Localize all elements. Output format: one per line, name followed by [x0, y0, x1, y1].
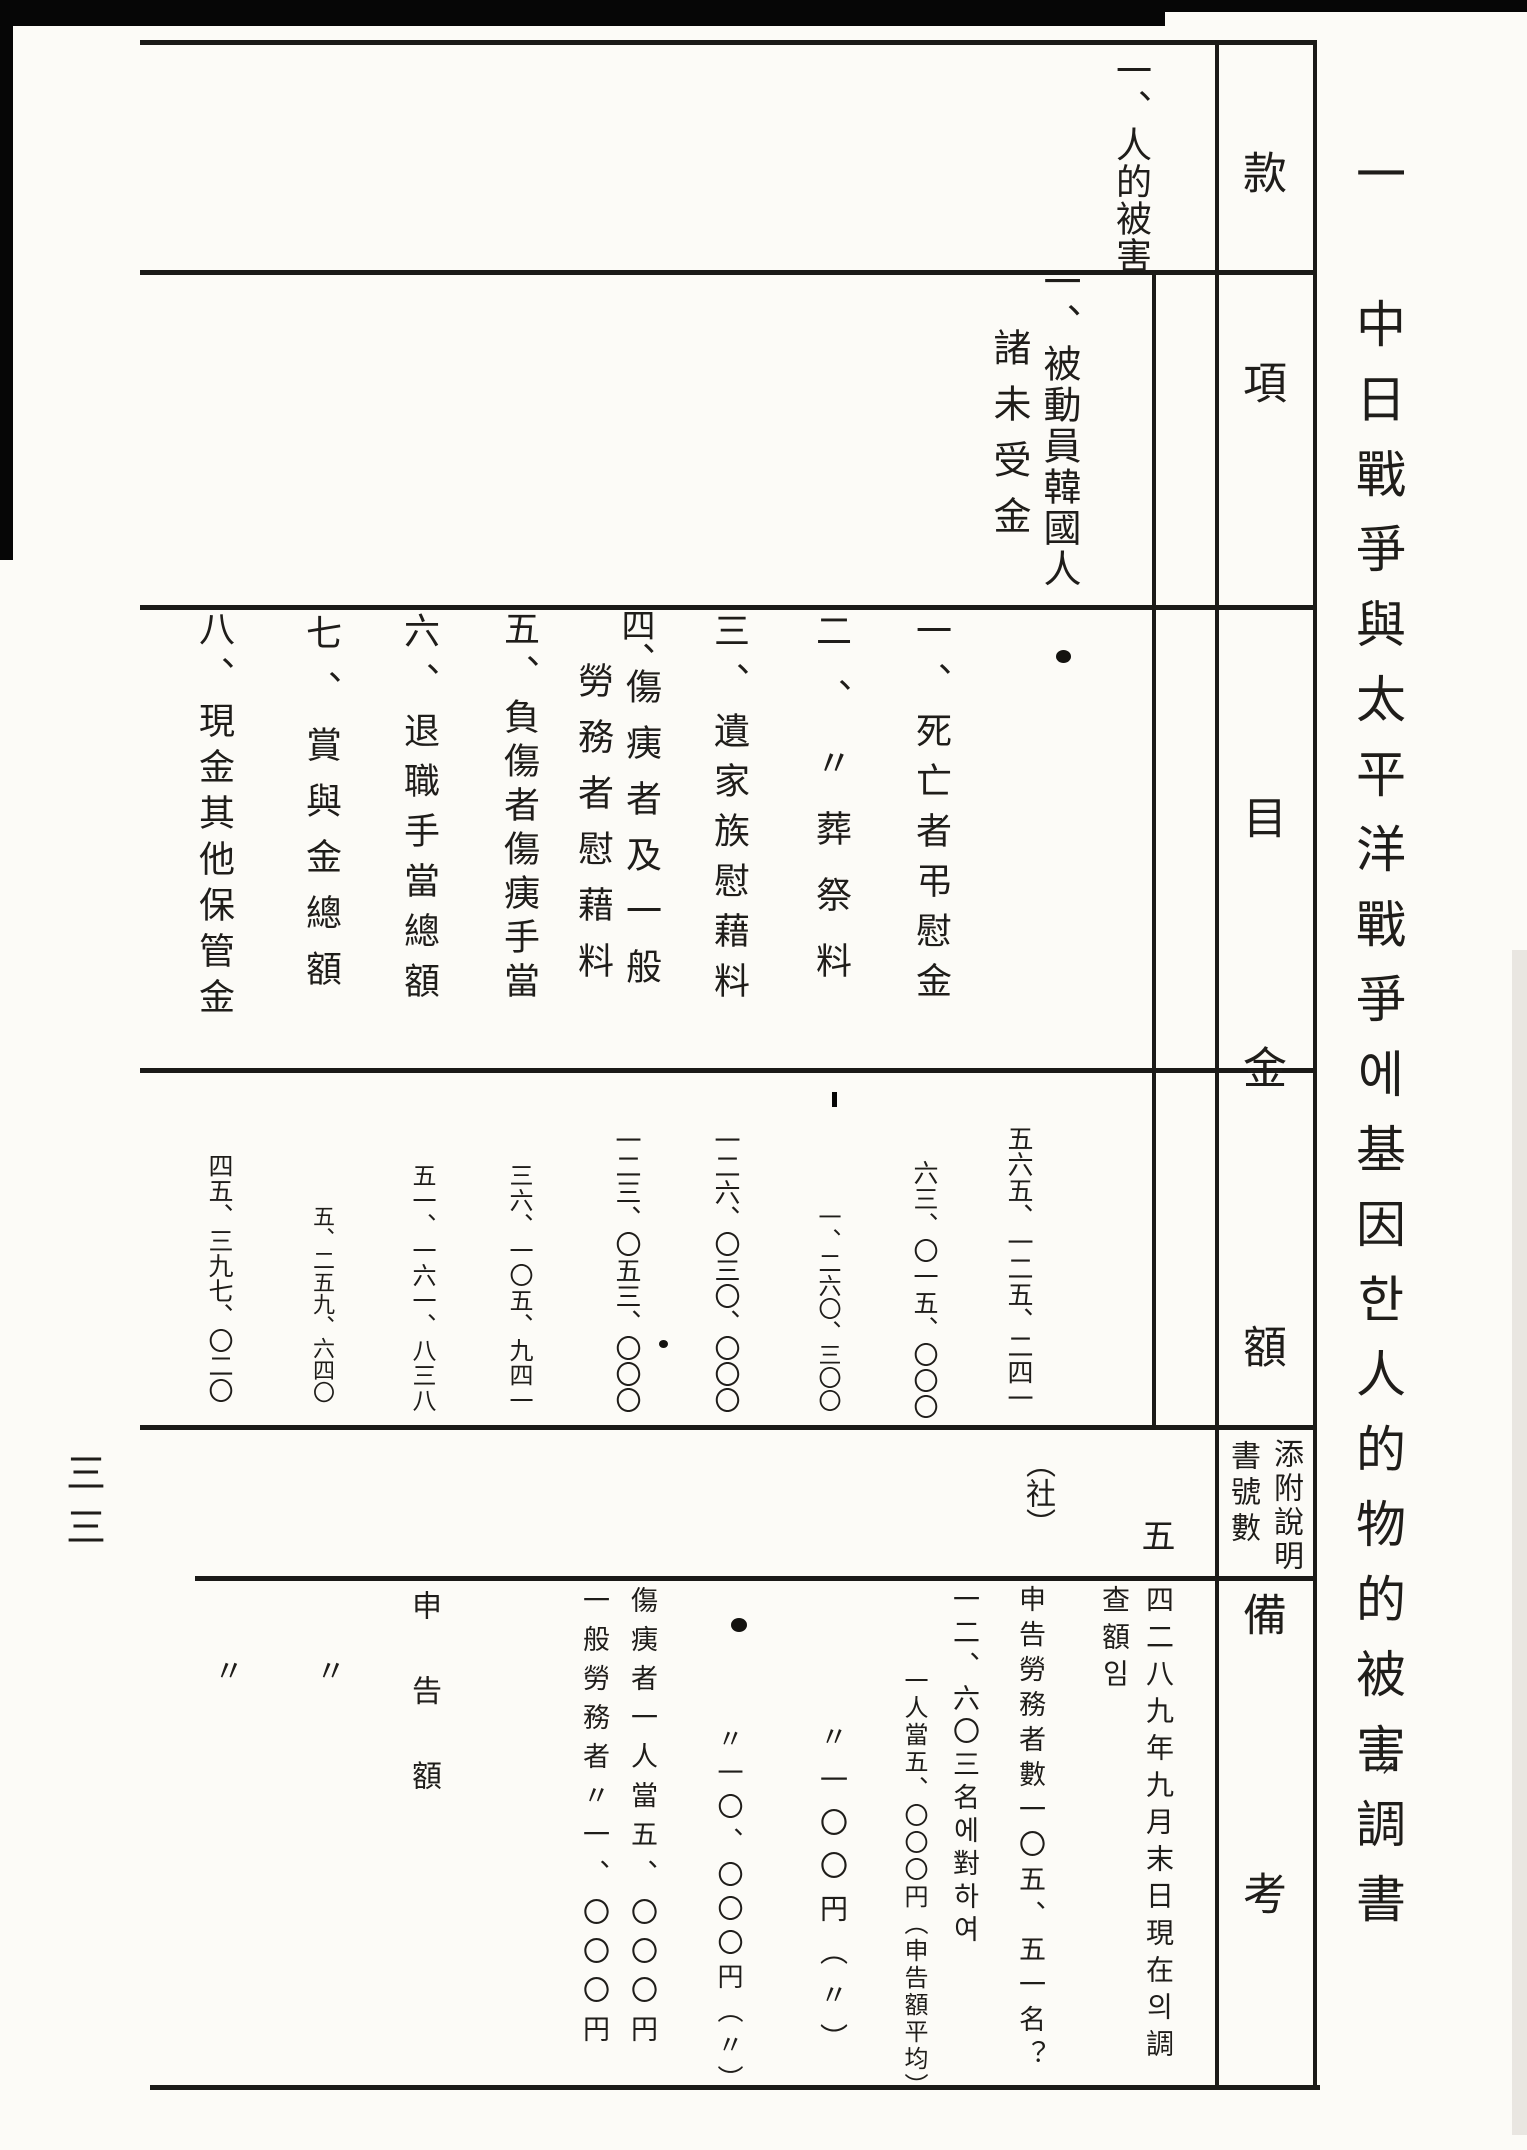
- item-5-amount: 三六、一〇五、九四一: [505, 1163, 533, 1413]
- rule-hang-mok: [140, 605, 1316, 610]
- item-4-amount: 一二三、〇五三、〇〇〇: [611, 1127, 641, 1413]
- header-remark: 備考: [1235, 1592, 1286, 2150]
- item-5-name: 五、負傷者傷痍手當: [498, 610, 539, 1006]
- scan-right-shadow: [1512, 950, 1527, 2135]
- table-border-right: [1313, 40, 1317, 2089]
- hang-cell-line2: 諸未受金: [987, 328, 1031, 552]
- item-2-remark: 〃一〇〇円（〃）: [816, 1722, 849, 2066]
- page-title: 一 中日戰爭與太平洋戰爭에基因한人的物的被害調書: [1348, 148, 1406, 1948]
- header-hang: 項: [1235, 360, 1286, 404]
- scan-top-bar-right: [1165, 0, 1527, 12]
- table-border-top: [140, 40, 1316, 45]
- item-6-amount: 五一、一六一、八三八: [408, 1163, 436, 1413]
- table-border-bottom: [150, 2085, 1320, 2090]
- item-8-remark-ditto: 〃: [208, 1655, 243, 1685]
- rule-header-strip: [1215, 40, 1219, 2089]
- item-1-remark-line1: 一二、六〇三名에對하여: [948, 1585, 979, 1948]
- rule-kwan-hang: [140, 270, 1316, 275]
- header-doc-number-right: 添附說明: [1268, 1438, 1303, 1574]
- item-3-remark: 〃一〇、〇〇〇円（〃）: [713, 1725, 743, 2099]
- hang-doc-paren-note: （社）: [1020, 1448, 1055, 1538]
- item-1-name: 一、死亡者弔慰金: [910, 612, 951, 1012]
- rule-amount-doc: [140, 1425, 1316, 1430]
- rule-mok-amount: [140, 1068, 1316, 1073]
- scan-left-strip: [0, 0, 13, 560]
- header-kwan: 款: [1235, 150, 1286, 194]
- ink-blob-3: [659, 1340, 668, 1348]
- header-amount: 金額: [1235, 1045, 1286, 1603]
- kwan-remark-line1: 四二八九年九月末日現在의調: [1142, 1585, 1175, 2066]
- ink-blob-1: [1056, 650, 1071, 663]
- header-mok: 目: [1235, 795, 1286, 839]
- item-6-name: 六、退職手當總額: [398, 612, 439, 1012]
- item-7-name: 七、賞與金總額: [300, 614, 341, 1006]
- item-6-remark: 申告額: [406, 1590, 441, 1845]
- kwan-cell-text: 一、人的被害: [1110, 52, 1151, 274]
- item-4-name-line2: 勞務者慰藉料: [572, 662, 613, 998]
- item-7-amount: 五、二五九、六四〇: [309, 1205, 334, 1403]
- hang-doc-number: 五: [1135, 1518, 1175, 1552]
- hang-cell-line1: 一、被動員韓國人: [1037, 262, 1081, 590]
- ink-dash: [832, 1092, 837, 1107]
- header-doc-number-left: 書號數: [1225, 1440, 1260, 1548]
- rule-doc-remark: [195, 1576, 1316, 1581]
- item-3-name: 三、遺家族慰藉料: [708, 612, 749, 1012]
- item-4-remark-line1: 傷痍者一人當五、〇〇〇円: [626, 1586, 657, 2054]
- item-2-amount: 一、二六〇、三〇〇: [814, 1205, 840, 1412]
- item-4-number: 四、: [615, 608, 655, 676]
- item-7-remark-ditto: 〃: [310, 1655, 345, 1685]
- item-3-amount: 一二六、〇三〇、〇〇〇: [710, 1127, 740, 1413]
- item-4-remark-line2: 一般勞務者〃一、〇〇〇円: [578, 1586, 609, 2054]
- hang-amount: 五六五、一二五、二四一: [1003, 1125, 1033, 1411]
- item-1-amount: 六三、〇一五、〇〇〇: [910, 1160, 939, 1420]
- page-number: 三三: [59, 1452, 105, 1560]
- hang-remark: 申告勞務者數一〇五、五一名？: [1014, 1585, 1045, 2075]
- item-2-name: 二、〃葬祭料: [810, 612, 851, 1008]
- item-8-amount: 四五、三九七、〇二〇: [205, 1153, 234, 1403]
- rule-first-column: [1152, 270, 1156, 1428]
- kwan-remark-line2: 查額임: [1098, 1585, 1131, 1696]
- item-8-name: 八、現金其他保管金: [193, 610, 234, 1024]
- ink-blob-2: [731, 1618, 747, 1632]
- scan-top-bar: [0, 0, 1165, 26]
- item-4-name-line1: 傷痍者及一般: [620, 668, 661, 1004]
- item-1-remark-line2: 一人當五、〇〇〇円（申告額平均）: [900, 1668, 928, 2100]
